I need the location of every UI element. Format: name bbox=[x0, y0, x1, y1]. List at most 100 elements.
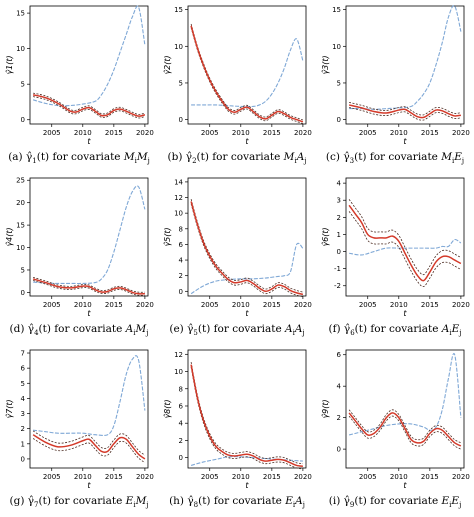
y-axis-label: γ̂1(t) bbox=[4, 55, 14, 74]
x-tick-label: 2010 bbox=[390, 129, 408, 137]
x-tick-label: 2015 bbox=[105, 301, 123, 309]
y-tick-label: 15 bbox=[332, 6, 341, 14]
series-red-line bbox=[32, 434, 146, 460]
chart-c-svg: 0 5 10 15 2005 2010 2015 2020 t γ̂3(t) bbox=[320, 4, 470, 146]
chart-caption: (c) γ̂3(t) for covariate MiEj bbox=[325, 151, 465, 166]
band-lower-line bbox=[32, 280, 145, 296]
y-tick-label: 5 bbox=[21, 266, 25, 274]
band-lower-line bbox=[190, 27, 304, 125]
x-axis-label: t bbox=[403, 481, 407, 490]
plot-frame bbox=[187, 349, 307, 469]
y-tick-label: 2 bbox=[179, 437, 183, 445]
y-tick-label: 10 bbox=[174, 43, 183, 51]
plot-frame bbox=[187, 5, 307, 125]
y-axis-label: γ̂8(t) bbox=[162, 399, 172, 418]
y-tick-label: 1 bbox=[21, 440, 25, 448]
y-tick-label: 0 bbox=[337, 116, 341, 124]
y-axis-label: γ̂7(t) bbox=[4, 399, 14, 418]
series-red-line bbox=[348, 104, 462, 119]
plot-frame bbox=[29, 177, 149, 297]
band-upper-line bbox=[32, 430, 146, 456]
chart-panel-g: 0 1 2 3 4 5 6 7 2005 2010 2015 2020 t γ̂7(t) (g) γ̂7(t… bbox=[0, 344, 158, 516]
y-tick-label: 15 bbox=[16, 222, 25, 230]
series-blue-line bbox=[191, 38, 304, 108]
y-tick-label: 0 bbox=[179, 288, 183, 296]
y-tick-label: 5 bbox=[337, 79, 341, 87]
y-tick-label: 15 bbox=[174, 6, 183, 14]
x-tick-label: 2015 bbox=[263, 473, 281, 481]
plot-frame bbox=[187, 177, 307, 297]
x-tick-label: 2005 bbox=[359, 301, 377, 309]
y-tick-label: 0 bbox=[179, 454, 183, 462]
y-axis-label: γ̂6(t) bbox=[320, 227, 330, 246]
y-tick-label: 15 bbox=[16, 10, 25, 18]
y-tick-label: 14 bbox=[174, 178, 183, 186]
y-tick-label: 10 bbox=[16, 244, 25, 252]
x-tick-label: 2010 bbox=[74, 301, 92, 309]
y-tick-label: 4 bbox=[21, 395, 26, 403]
series-blue-line bbox=[33, 185, 146, 285]
y-tick-label: 6 bbox=[337, 351, 342, 359]
x-tick-label: 2015 bbox=[105, 473, 123, 481]
band-upper-line bbox=[348, 409, 462, 444]
band-upper-line bbox=[32, 276, 145, 293]
y-tick-label: 12 bbox=[174, 194, 183, 202]
y-tick-label: 5 bbox=[179, 79, 183, 87]
series-red-line bbox=[190, 25, 304, 123]
plot-frame bbox=[345, 177, 465, 297]
y-tick-label: -2 bbox=[334, 282, 341, 290]
y-tick-label: 20 bbox=[16, 199, 25, 207]
x-tick-label: 2020 bbox=[294, 301, 312, 309]
x-tick-label: 2010 bbox=[390, 301, 408, 309]
chart-caption: (g) γ̂7(t) for covariate EiMj bbox=[9, 495, 149, 510]
x-tick-label: 2005 bbox=[201, 301, 219, 309]
series-blue-line bbox=[32, 5, 146, 107]
chart-i-svg: 0 2 4 6 2005 2010 2015 2020 t γ̂9(t) bbox=[320, 349, 470, 490]
band-upper-line bbox=[190, 198, 303, 293]
x-tick-label: 2020 bbox=[452, 301, 470, 309]
x-tick-label: 2005 bbox=[201, 129, 219, 137]
y-tick-label: 0 bbox=[337, 248, 341, 256]
y-tick-label: 6 bbox=[179, 402, 184, 410]
chart-panel-f: -2 -1 0 1 2 3 4 2005 2010 2015 2020 t γ̂6(t) (f) γ̂6(… bbox=[316, 172, 474, 344]
x-tick-label: 2015 bbox=[105, 129, 123, 137]
x-axis-label: t bbox=[87, 137, 91, 146]
y-tick-label: 8 bbox=[179, 385, 183, 393]
x-tick-label: 2010 bbox=[74, 473, 92, 481]
series-red-line bbox=[32, 278, 145, 295]
x-tick-label: 2010 bbox=[74, 129, 92, 137]
chart-b-svg: 0 5 10 15 2005 2010 2015 2020 t γ̂2(t) bbox=[162, 5, 312, 146]
x-tick-label: 2015 bbox=[421, 129, 439, 137]
series-red-line bbox=[348, 204, 462, 282]
chart-caption: (h) γ̂8(t) for covariate EiAj bbox=[169, 495, 305, 510]
chart-panel-i: 0 2 4 6 2005 2010 2015 2020 t γ̂9(t) (i) γ̂9(t) fo… bbox=[316, 344, 474, 516]
y-tick-label: 6 bbox=[179, 241, 184, 249]
chart-g-svg: 0 1 2 3 4 5 6 7 2005 2010 2015 2020 t γ̂7(t) bbox=[4, 350, 154, 490]
y-tick-label: 0 bbox=[21, 455, 25, 463]
x-tick-label: 2020 bbox=[452, 129, 470, 137]
chart-panel-a: 0 5 10 15 2005 2010 2015 2020 t γ̂1(t) (a) γ̂1(t) … bbox=[0, 0, 158, 172]
chart-f-svg: -2 -1 0 1 2 3 4 2005 2010 2015 2020 t γ̂6(t) bbox=[320, 177, 470, 318]
x-axis-label: t bbox=[403, 309, 407, 318]
y-axis-label: γ̂4(t) bbox=[4, 227, 14, 246]
series-red-line bbox=[190, 201, 304, 296]
y-axis-label: γ̂5(t) bbox=[162, 227, 172, 246]
series-red-line bbox=[190, 364, 303, 468]
x-tick-label: 2005 bbox=[43, 473, 61, 481]
y-tick-label: 25 bbox=[16, 177, 25, 185]
series-red-line bbox=[348, 412, 462, 447]
y-tick-label: 4 bbox=[337, 383, 342, 391]
band-upper-line bbox=[33, 92, 145, 115]
y-axis-label: γ̂3(t) bbox=[320, 55, 330, 74]
band-lower-line bbox=[190, 203, 303, 298]
chart-d-svg: 0 5 10 15 20 25 2005 2010 2015 2020 t γ̂4(t) bbox=[4, 177, 154, 318]
x-tick-label: 2015 bbox=[263, 129, 281, 137]
band-upper-line bbox=[190, 23, 304, 121]
band-upper-line bbox=[190, 361, 303, 465]
x-axis-label: t bbox=[245, 309, 249, 318]
y-tick-label: 5 bbox=[21, 380, 25, 388]
band-lower-line bbox=[32, 438, 146, 464]
y-tick-label: 4 bbox=[179, 257, 184, 265]
x-axis-label: t bbox=[245, 137, 249, 146]
